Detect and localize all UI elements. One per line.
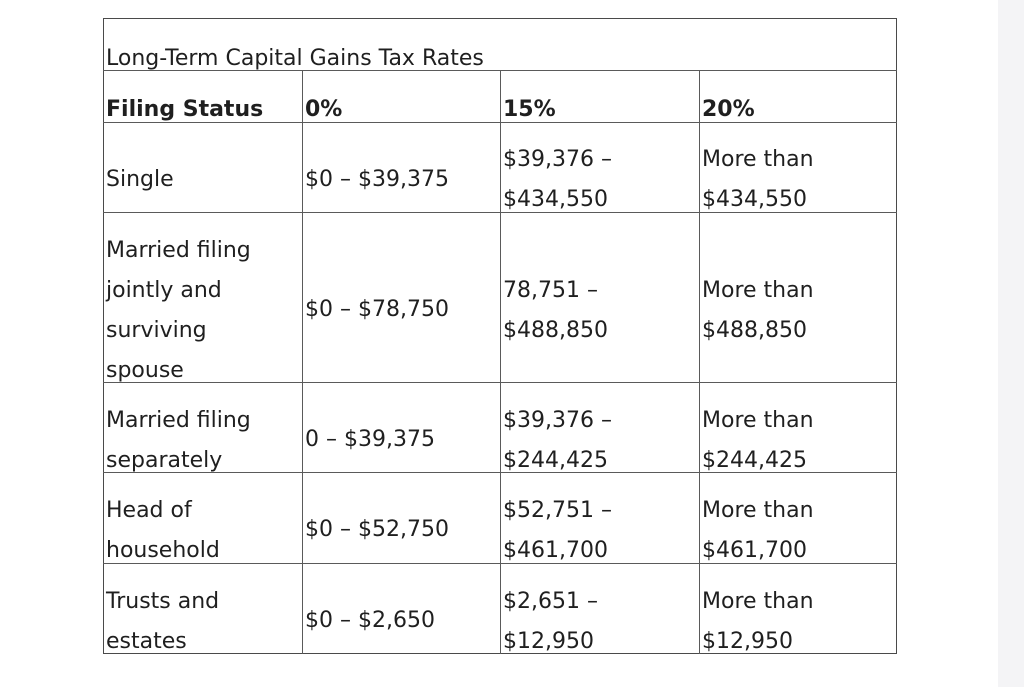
column-header: 0%	[305, 97, 343, 122]
cell-line: $0 – $39,375	[305, 167, 449, 192]
cell-line: $434,550	[503, 187, 608, 212]
cell-line: 78,751 –	[503, 278, 598, 303]
cell-line: $488,850	[503, 318, 608, 343]
table-cell-rate: 78,751 – $488,850	[503, 271, 608, 351]
table-cell-rate: $39,376 – $434,550	[503, 140, 612, 220]
table-cell-rate: $0 – $39,375	[305, 160, 449, 200]
cell-line: $244,425	[702, 448, 807, 473]
table-cell-rate: $52,751 – $461,700	[503, 491, 612, 571]
table-cell-status: Head of household	[106, 491, 220, 571]
table-cell-status: Married filing jointly and surviving spo…	[106, 231, 251, 391]
cell-line: $0 – $2,650	[305, 608, 435, 633]
cell-line: $0 – $78,750	[305, 297, 449, 322]
cell-line: surviving	[106, 318, 207, 343]
column-header: 15%	[503, 97, 556, 122]
cell-line: $52,751 –	[503, 498, 612, 523]
cell-line: $12,950	[503, 629, 594, 654]
table-cell-rate: More than $488,850	[702, 271, 814, 351]
cell-line: estates	[106, 629, 187, 654]
page-margin-strip	[998, 0, 1024, 687]
cell-line: $39,376 –	[503, 147, 612, 172]
column-header: 20%	[702, 97, 755, 122]
table-cell-rate: More than $244,425	[702, 401, 814, 481]
cell-line: More than	[702, 589, 814, 614]
table-cell-rate: $0 – $52,750	[305, 510, 449, 550]
cell-line: $12,950	[702, 629, 793, 654]
table-title: Long-Term Capital Gains Tax Rates	[106, 46, 484, 71]
table-rule	[500, 70, 501, 654]
cell-line: Single	[106, 167, 174, 192]
cell-line: $461,700	[702, 538, 807, 563]
table-cell-status: Married filing separately	[106, 401, 251, 481]
cell-line: 0 – $39,375	[305, 427, 435, 452]
table-cell-status: Trusts and estates	[106, 582, 219, 662]
cell-line: $0 – $52,750	[305, 517, 449, 542]
table-cell-rate: $0 – $2,650	[305, 601, 435, 641]
column-header: Filing Status	[106, 97, 264, 122]
cell-line: More than	[702, 147, 814, 172]
cell-line: $244,425	[503, 448, 608, 473]
cell-line: separately	[106, 448, 223, 473]
table-cell-rate: More than $12,950	[702, 582, 814, 662]
cell-line: $434,550	[702, 187, 807, 212]
table-cell-rate: More than $461,700	[702, 491, 814, 571]
cell-line: More than	[702, 278, 814, 303]
table-cell-rate: $39,376 – $244,425	[503, 401, 612, 481]
cell-line: Trusts and	[106, 589, 220, 614]
cell-line: $2,651 –	[503, 589, 598, 614]
table-cell-rate: $0 – $78,750	[305, 290, 449, 330]
table-cell-rate: $2,651 – $12,950	[503, 582, 598, 662]
table-rule	[699, 70, 700, 654]
cell-line: household	[106, 538, 220, 563]
cell-line: $488,850	[702, 318, 807, 343]
cell-line: $39,376 –	[503, 408, 612, 433]
table-cell-rate: 0 – $39,375	[305, 420, 435, 460]
table-cell-status: Single	[106, 160, 174, 200]
cell-line: jointly and	[106, 278, 222, 303]
table-cell-rate: More than $434,550	[702, 140, 814, 220]
cell-line: Head of	[106, 498, 192, 523]
cell-line: Married filing	[106, 408, 251, 433]
table-rule	[302, 70, 303, 654]
cell-line: $461,700	[503, 538, 608, 563]
cell-line: spouse	[106, 358, 184, 383]
cell-line: More than	[702, 498, 814, 523]
cell-line: Married filing	[106, 238, 251, 263]
cell-line: More than	[702, 408, 814, 433]
